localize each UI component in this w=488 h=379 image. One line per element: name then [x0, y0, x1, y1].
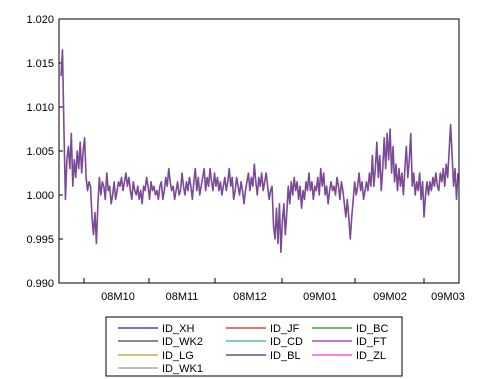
y-tick-label: 0.995 [26, 234, 54, 246]
series-layer [60, 48, 459, 253]
legend-label: ID_CD [270, 336, 303, 348]
x-tick-label: 09M02 [373, 291, 407, 303]
x-tick-label: 09M01 [303, 291, 337, 303]
legend-label: ID_WK2 [162, 336, 203, 348]
legend-label: ID_FT [356, 336, 387, 348]
x-tick-label: 08M12 [233, 291, 267, 303]
y-tick-label: 1.005 [26, 146, 54, 158]
y-axis: 0.990 0.995 1.000 1.005 1.010 1.015 1.020 [26, 14, 63, 290]
x-axis: 08M10 08M11 08M12 09M01 09M02 09M03 [83, 278, 465, 303]
x-tick-label: 08M10 [101, 291, 135, 303]
legend-label: ID_LG [162, 350, 194, 362]
series-line [60, 48, 459, 253]
legend-label: ID_BL [270, 350, 301, 362]
y-tick-label: 1.015 [26, 58, 54, 70]
y-tick-label: 1.010 [26, 102, 54, 114]
legend: ID_XH ID_JF ID_BC ID_WK2 ID_CD ID_FT ID_LG ID_B… [105, 316, 403, 377]
legend-label: ID_BC [356, 323, 388, 335]
legend-label: ID_XH [162, 323, 194, 335]
y-tick-label: 1.000 [26, 190, 54, 202]
y-tick-label: 0.990 [26, 278, 54, 290]
y-tick-label: 1.020 [26, 14, 54, 26]
x-tick-label: 09M03 [431, 291, 465, 303]
legend-box [105, 316, 403, 377]
legend-label: ID_JF [270, 323, 300, 335]
legend-label: ID_WK1 [162, 363, 203, 375]
plot-area-frame [58, 18, 460, 284]
x-tick-label: 08M11 [166, 291, 199, 303]
legend-label: ID_ZL [356, 350, 386, 362]
